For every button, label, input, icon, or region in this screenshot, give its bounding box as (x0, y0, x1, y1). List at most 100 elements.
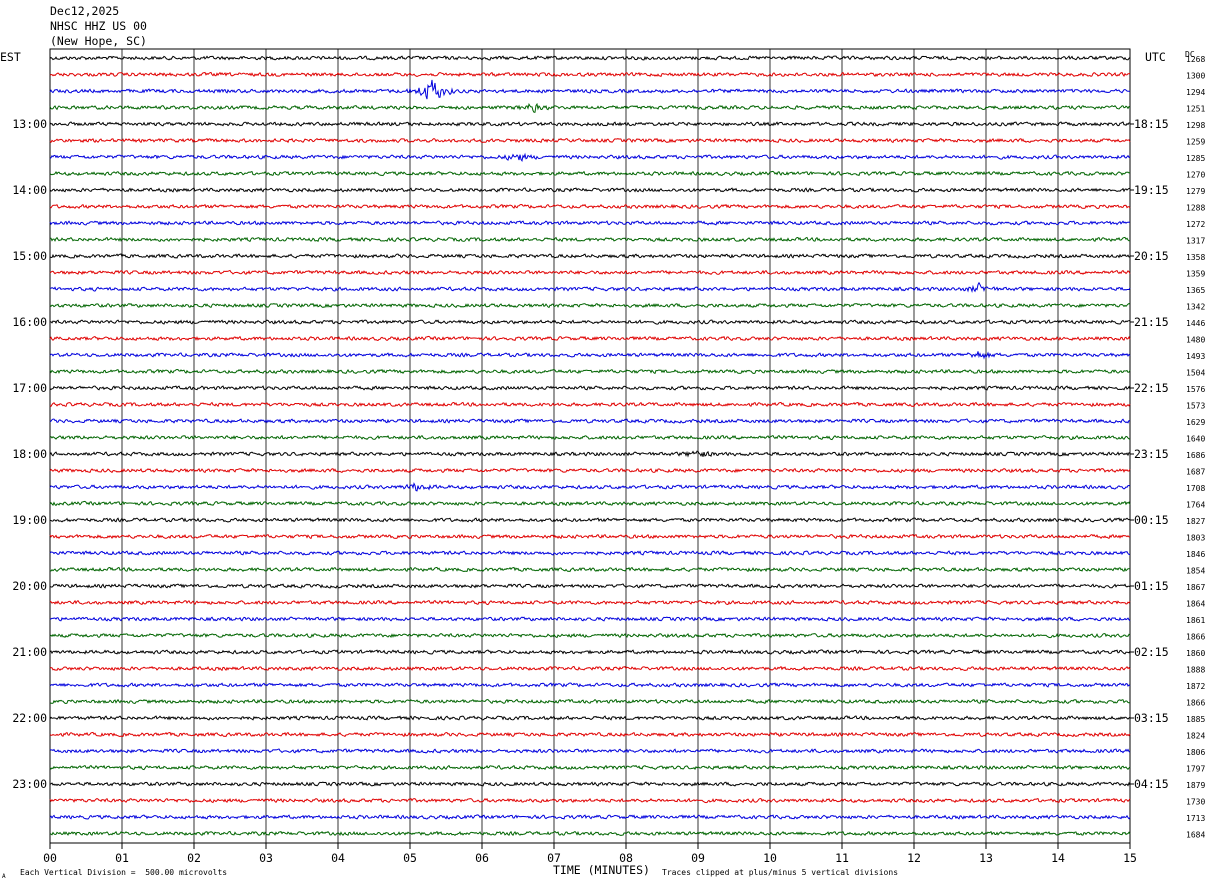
dc-offset-label: 1861 (1186, 616, 1205, 625)
dc-offset-label: 1854 (1186, 567, 1205, 576)
utc-hour-label: 21:15 (1134, 315, 1169, 329)
utc-hour-label: 23:15 (1134, 447, 1169, 461)
seismic-trace (49, 616, 1131, 622)
seismic-trace (49, 665, 1131, 672)
dc-offset-label: 1504 (1186, 369, 1205, 378)
station-code: NHSC HHZ US 00 (50, 19, 147, 33)
x-tick-label: 15 (1123, 851, 1137, 865)
seismic-trace (49, 632, 1131, 639)
seismic-trace (49, 187, 1131, 193)
seismic-trace (49, 797, 1131, 804)
dc-offset-label: 1806 (1186, 748, 1205, 757)
scale-note: Each Vertical Division = 500.00 microvol… (20, 868, 228, 877)
dc-offset-label: 1259 (1186, 138, 1205, 147)
utc-hour-label: 03:15 (1134, 711, 1169, 725)
x-tick-label: 05 (403, 851, 417, 865)
est-hour-label: 23:00 (12, 777, 47, 791)
x-tick-label: 09 (691, 851, 705, 865)
dc-offset-label: 1846 (1186, 550, 1205, 559)
utc-hour-label: 22:15 (1134, 381, 1169, 395)
dc-offset-label: 1446 (1186, 319, 1205, 328)
seismic-trace (49, 302, 1131, 309)
dc-offset-label: 1288 (1186, 204, 1205, 213)
dc-offset-label: 1573 (1186, 402, 1205, 411)
corner-mark: A (2, 873, 6, 880)
dc-offset-label: 1797 (1186, 765, 1205, 774)
seismic-trace (49, 170, 1131, 177)
dc-offset-label: 1298 (1186, 121, 1205, 130)
seismic-trace (49, 517, 1131, 523)
dc-offset-label: 1359 (1186, 270, 1205, 279)
seismic-trace (49, 281, 1131, 294)
utc-hour-label: 04:15 (1134, 777, 1169, 791)
x-tick-label: 11 (835, 851, 849, 865)
seismic-trace (49, 220, 1131, 226)
dc-offset-label: 1251 (1186, 105, 1205, 114)
dc-offset-label: 1576 (1186, 385, 1205, 394)
x-tick-label: 12 (907, 851, 921, 865)
seismic-trace (49, 698, 1131, 705)
seismic-trace (49, 748, 1131, 754)
record-date: Dec12,2025 (50, 4, 120, 18)
station-location: (New Hope, SC) (50, 34, 147, 48)
seismic-trace (49, 351, 1131, 360)
dc-offset-label: 1342 (1186, 303, 1205, 312)
x-tick-label: 03 (259, 851, 273, 865)
seismic-trace (49, 482, 1131, 492)
dc-offset-label: 1713 (1186, 814, 1205, 823)
dc-offset-label: 1629 (1186, 418, 1205, 427)
dc-offset-label: 1827 (1186, 517, 1205, 526)
dc-offset-label: 1764 (1186, 501, 1205, 510)
dc-offset-label: 1867 (1186, 583, 1205, 592)
est-hour-label: 18:00 (12, 447, 47, 461)
est-hour-label: 19:00 (12, 513, 47, 527)
utc-hour-label: 00:15 (1134, 513, 1169, 527)
seismic-trace (49, 830, 1131, 837)
seismic-trace (49, 71, 1131, 78)
seismic-trace (49, 550, 1131, 556)
seismic-trace (49, 682, 1131, 688)
est-hour-label: 17:00 (12, 381, 47, 395)
x-tick-label: 01 (115, 851, 129, 865)
dc-offset-label: 1270 (1186, 171, 1205, 180)
utc-hour-label: 01:15 (1134, 579, 1169, 593)
x-tick-label: 14 (1051, 851, 1065, 865)
utc-hour-label: 20:15 (1134, 249, 1169, 263)
dc-offset-label: 1866 (1186, 699, 1205, 708)
seismic-trace (49, 121, 1131, 127)
utc-hour-label: 18:15 (1134, 117, 1169, 131)
seismic-trace (49, 814, 1131, 820)
dc-label: DC (1185, 50, 1195, 59)
est-hour-label: 13:00 (12, 117, 47, 131)
dc-offset-label: 1879 (1186, 781, 1205, 790)
seismic-trace (49, 467, 1131, 474)
seismic-trace (49, 335, 1131, 342)
seismic-trace (49, 319, 1131, 325)
est-axis-label: EST (0, 50, 21, 64)
seismic-trace (49, 434, 1131, 441)
seismic-trace (49, 731, 1131, 738)
utc-hour-label: 19:15 (1134, 183, 1169, 197)
seismic-trace (49, 418, 1131, 424)
dc-offset-label: 1885 (1186, 715, 1205, 724)
dc-offset-label: 1730 (1186, 798, 1205, 807)
dc-offset-label: 1803 (1186, 534, 1205, 543)
est-hour-label: 14:00 (12, 183, 47, 197)
x-tick-label: 10 (763, 851, 777, 865)
dc-offset-label: 1888 (1186, 666, 1205, 675)
dc-offset-label: 1300 (1186, 72, 1205, 81)
dc-offset-label: 1708 (1186, 484, 1205, 493)
dc-offset-label: 1493 (1186, 352, 1205, 361)
seismic-trace (49, 137, 1131, 144)
x-tick-label: 08 (619, 851, 633, 865)
dc-offset-label: 1864 (1186, 600, 1205, 609)
dc-offset-label: 1279 (1186, 187, 1205, 196)
seismic-trace (49, 236, 1130, 243)
dc-offset-label: 1268 (1186, 55, 1205, 64)
dc-offset-label: 1317 (1186, 237, 1205, 246)
dc-offset-label: 1294 (1186, 88, 1205, 97)
dc-offset-label: 1365 (1186, 286, 1205, 295)
dc-offset-label: 1272 (1186, 220, 1205, 229)
x-axis-label: TIME (MINUTES) (553, 863, 650, 877)
